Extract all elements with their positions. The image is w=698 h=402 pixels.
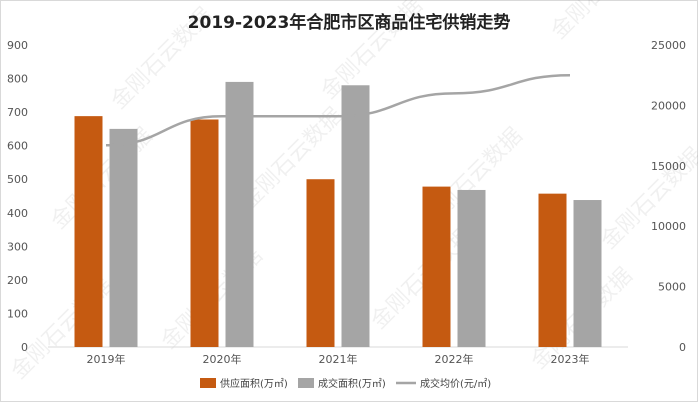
watermark-text: 金刚石云数据 — [107, 3, 218, 114]
bar-transaction-area — [109, 128, 138, 347]
watermark-text: 金刚石云数据 — [547, 0, 658, 44]
right-axis-tick-label: 5000 — [658, 281, 686, 294]
bar-supply-area — [190, 119, 219, 347]
bar-transaction-area — [573, 200, 602, 347]
lines — [105, 73, 571, 147]
left-axis-tick-label: 700 — [7, 106, 28, 119]
x-axis-tick-label: 2020年 — [203, 352, 242, 366]
right-axis-tick-label: 25000 — [651, 39, 686, 52]
x-axis-tick-label: 2019年 — [87, 352, 126, 366]
left-axis-tick-label: 400 — [7, 207, 28, 220]
bar-supply-area — [306, 179, 335, 347]
legend-label: 成交面积(万㎡) — [318, 377, 386, 390]
x-axis-tick-label: 2023年 — [551, 352, 590, 366]
left-axis-tick-label: 0 — [21, 341, 28, 354]
price-line — [105, 73, 571, 147]
bar-transaction-area — [457, 189, 486, 347]
left-axis-tick-label: 300 — [7, 240, 28, 253]
x-axis-tick-label: 2021年 — [319, 352, 358, 366]
left-axis-tick-label: 600 — [7, 140, 28, 153]
legend-swatch — [298, 378, 314, 388]
legend-label: 成交均价(元/㎡) — [420, 377, 491, 390]
bar-transaction-area — [341, 85, 370, 348]
legend: 供应面积(万㎡) 成交面积(万㎡) 成交均价(元/㎡) — [200, 377, 491, 390]
right-axis-tick-label: 10000 — [651, 220, 686, 233]
left-axis-tick-label: 800 — [7, 73, 28, 86]
left-axis-tick-label: 200 — [7, 274, 28, 287]
bars — [74, 81, 602, 348]
bar-supply-area — [422, 186, 451, 347]
left-axis-tick-label: 100 — [7, 307, 28, 320]
legend-swatch — [200, 378, 216, 388]
right-axis-tick-label: 15000 — [651, 160, 686, 173]
left-axis-tick-label: 500 — [7, 173, 28, 186]
left-axis-tick-label: 900 — [7, 39, 28, 52]
axes: 0 100 200 300 400 500 600 700 800 900 0 5000 10000 15… — [7, 39, 686, 366]
chart-title: 2019-2023年合肥市区商品住宅供销走势 — [187, 13, 511, 33]
bar-supply-area — [74, 116, 103, 347]
watermark-text: 金刚石云数据 — [317, 0, 428, 104]
bar-transaction-area — [225, 81, 254, 348]
legend-label: 供应面积(万㎡) — [220, 377, 288, 390]
right-axis-tick-label: 0 — [679, 341, 686, 354]
right-axis-tick-label: 20000 — [651, 99, 686, 112]
x-axis-tick-label: 2022年 — [435, 352, 474, 366]
bar-supply-area — [538, 193, 567, 347]
